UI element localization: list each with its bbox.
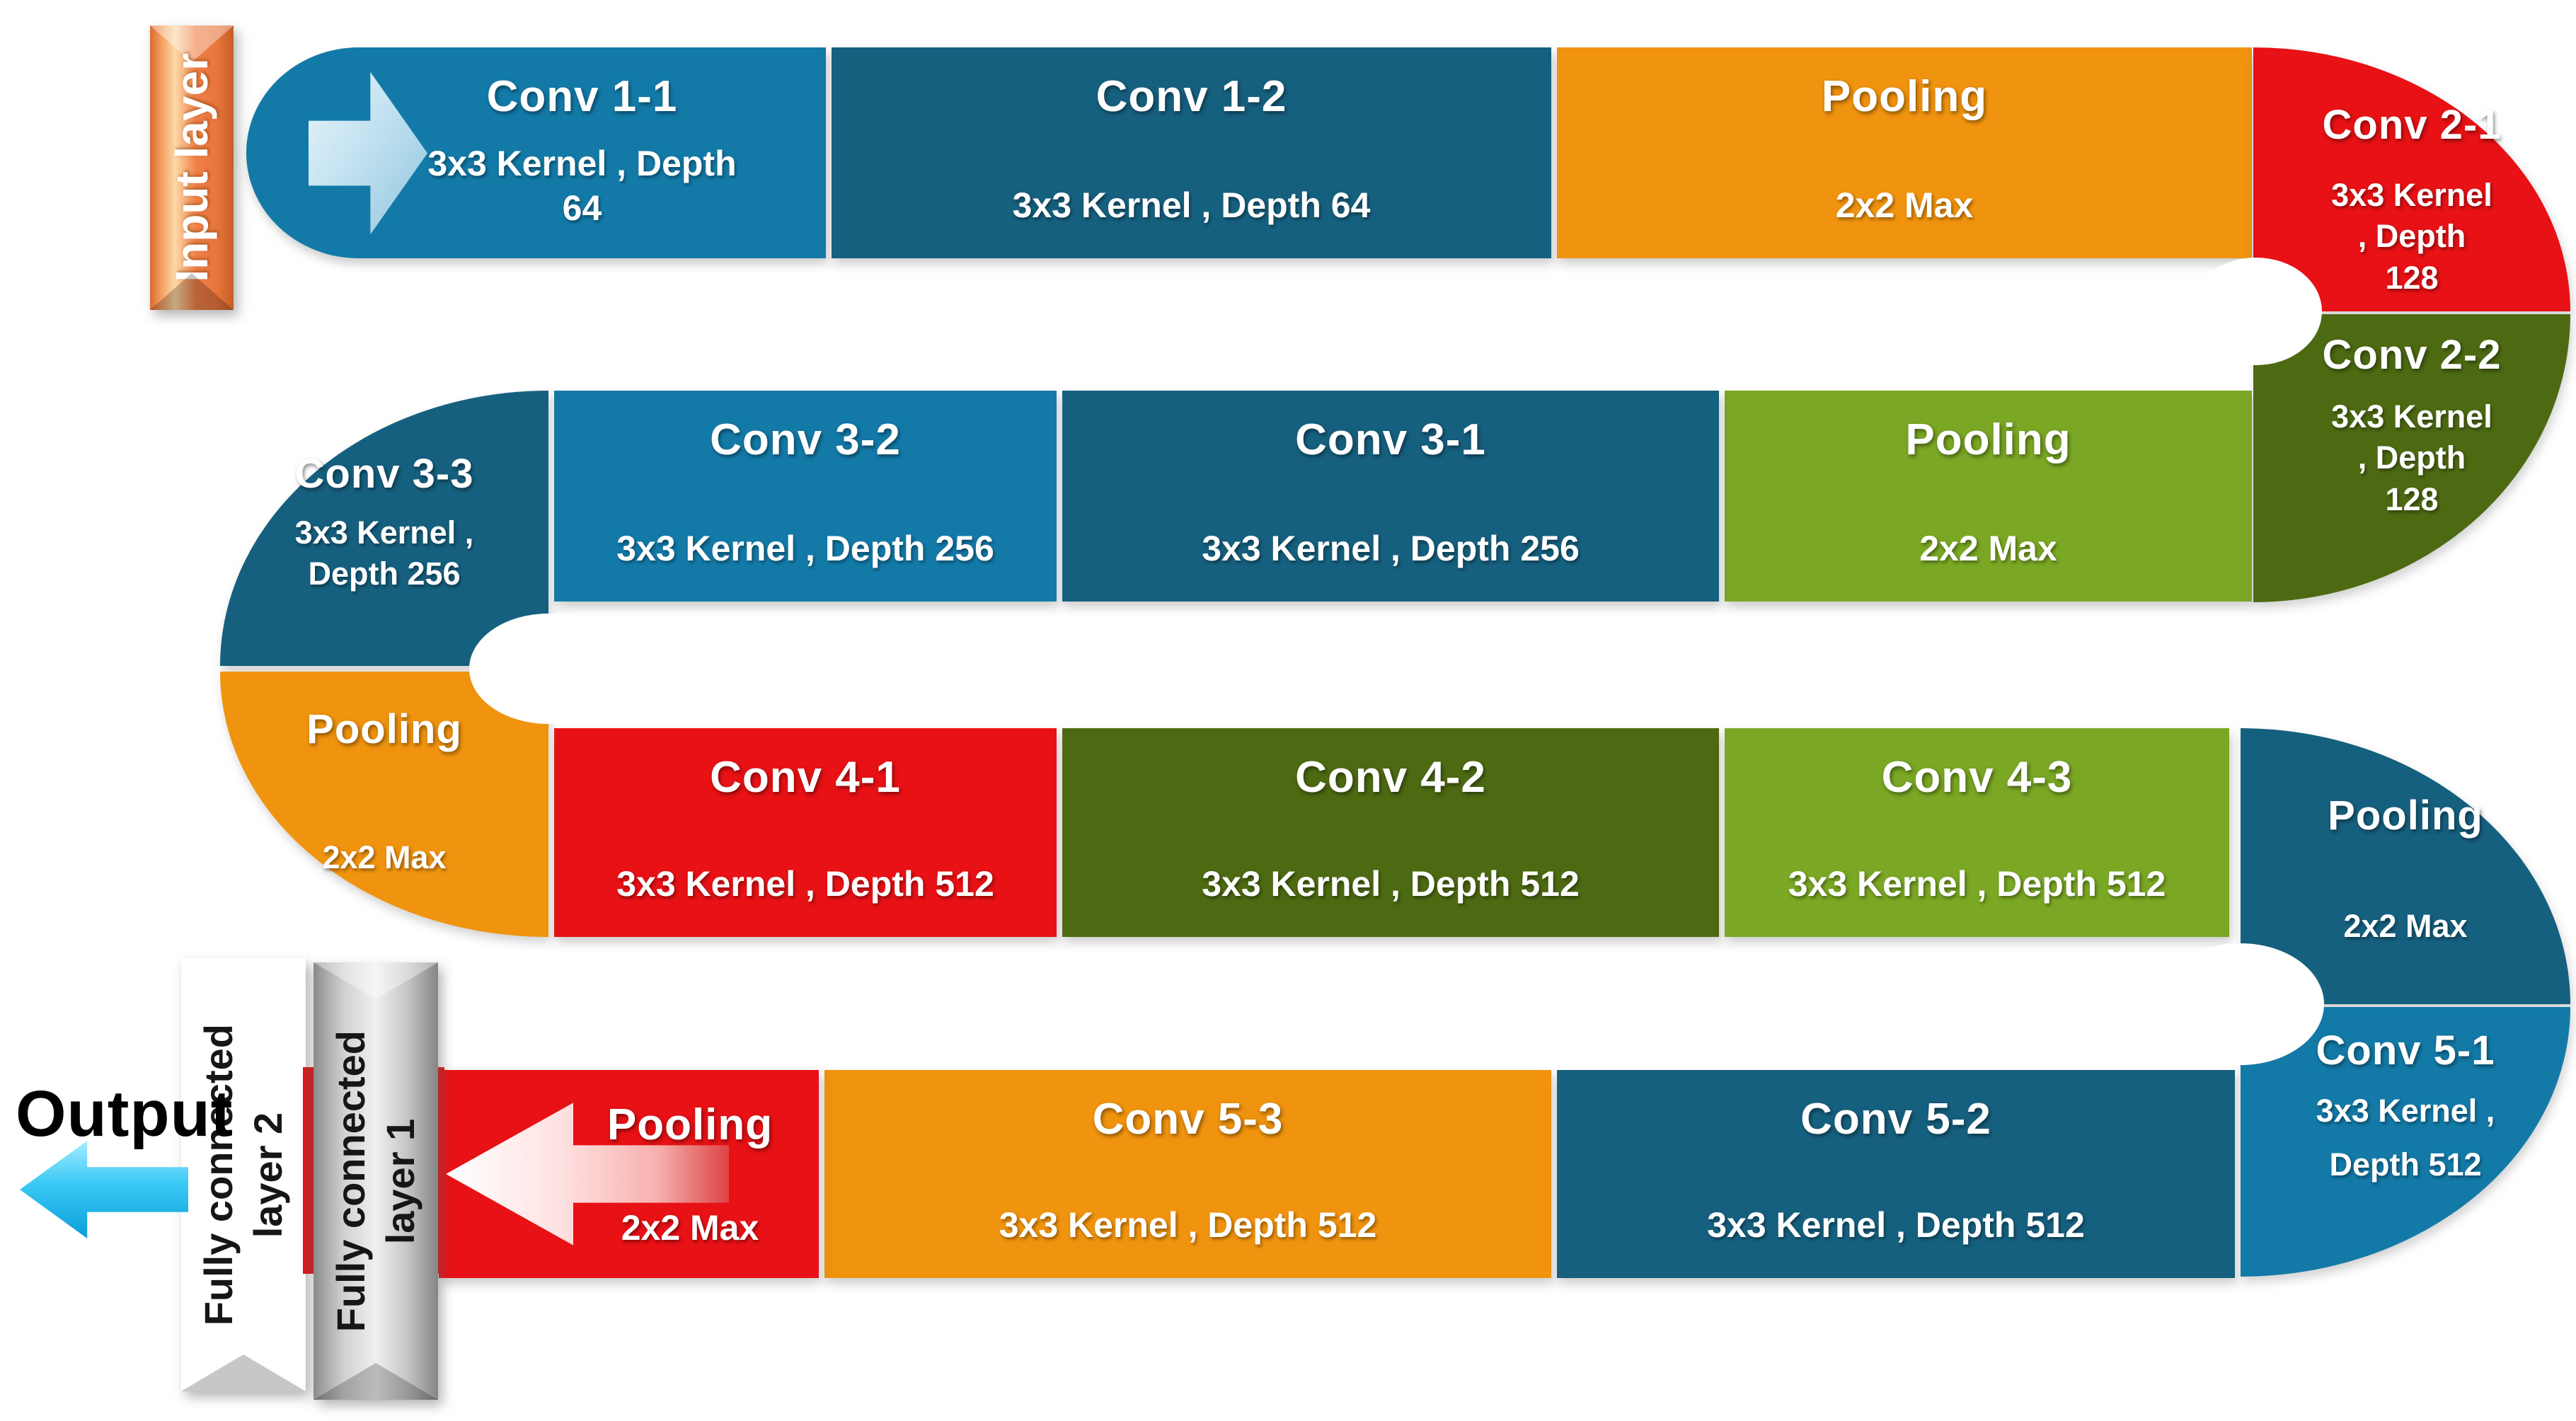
block-title: Conv 4-3 [1881,753,2073,802]
block-subtitle: 3x3 Kernel , Depth 512 [1788,863,2166,904]
block-subtitle: 3x3 Kernel , Depth 512 [999,1204,1377,1245]
block-subtitle: 3x3 Kernel , Depth 512 [616,863,994,904]
output-arrow-left-icon [20,1141,188,1238]
conv-1-2-block: Conv 1-2 3x3 Kernel , Depth 64 [832,47,1551,258]
fc1-label: Fully connected layer 1 [328,1030,422,1333]
block-title: Pooling [1821,72,1988,121]
input-layer-label: Input layer [166,53,217,282]
block-title: Pooling [2328,793,2483,839]
block-subtitle: 2x2 Max [1919,528,2057,568]
block-title: Conv 3-1 [1295,415,1486,464]
conv-1-1-content: Conv 1-1 3x3 Kernel , Depth 64 [246,47,826,258]
block-title: Conv 5-3 [1092,1095,1284,1144]
conv-4-3-block: Conv 4-3 3x3 Kernel , Depth 512 [1725,728,2229,937]
pooling-1-block: Pooling 2x2 Max [1557,47,2252,258]
block-subtitle: 3x3 Kernel , Depth 512 [1202,863,1580,904]
block-subtitle: 3x3 Kernel , Depth 256 [616,528,994,568]
block-title: Pooling [1905,415,2071,464]
block-subtitle: 2x2 Max [621,1207,759,1248]
input-layer-bar: Input layer [150,25,234,310]
u-turn-1-inner-hole [2190,258,2322,365]
conv-4-1-block: Conv 4-1 3x3 Kernel , Depth 512 [554,728,1057,937]
block-title: Conv 1-2 [1096,72,1287,121]
fc2-label: Fully connected layer 2 [196,1023,290,1326]
block-subtitle: 3x3 Kernel , Depth 512 [1707,1204,2085,1245]
pooling-2-block: Pooling 2x2 Max [1725,391,2252,602]
block-subtitle: 3x3 Kernel , Depth 512 [2316,1092,2495,1183]
conv-5-3-block: Conv 5-3 3x3 Kernel , Depth 512 [824,1070,1551,1278]
block-title: Conv 3-2 [710,415,901,464]
block-subtitle: 3x3 Kernel , Depth 64 [1012,185,1371,225]
block-title: Pooling [306,706,462,752]
conv-3-1-block: Conv 3-1 3x3 Kernel , Depth 256 [1062,391,1719,602]
block-title: Conv 4-1 [710,753,901,802]
block-title: Conv 4-2 [1295,753,1486,802]
conv-5-2-block: Conv 5-2 3x3 Kernel , Depth 512 [1557,1070,2235,1278]
block-title: Conv 5-2 [1800,1095,1991,1144]
output-label: Output [16,1078,234,1150]
block-subtitle: 3x3 Kernel , Depth 128 [2331,176,2492,296]
block-subtitle: 3x3 Kernel , Depth 256 [1202,528,1580,568]
u-turn-left-inner-hole [469,614,628,724]
block-subtitle: 3x3 Kernel , Depth 256 [294,514,474,592]
block-subtitle: 2x2 Max [1835,185,1974,225]
block-title: Conv 1-1 [486,72,678,121]
block-subtitle: 2x2 Max [2343,907,2468,944]
block-title: Pooling [606,1100,774,1149]
conv-2-2-block: Conv 2-2 3x3 Kernel , Depth 128 [2253,314,2570,602]
pooling-5-content: Pooling 2x2 Max [563,1070,817,1278]
conv-1-1-block: Conv 1-1 3x3 Kernel , Depth 64 [246,47,826,258]
block-subtitle: 3x3 Kernel , Depth 64 [427,144,737,228]
block-title: Conv 2-2 [2322,332,2502,378]
block-subtitle: 2x2 Max [322,839,447,875]
block-title: Conv 2-1 [2322,102,2502,148]
fully-connected-layer-2-bar: Fully connected layer 2 [181,958,306,1391]
pooling-5-block: Pooling 2x2 Max [439,1070,819,1278]
u-turn-2-inner-hole [2157,943,2324,1065]
conv-4-2-block: Conv 4-2 3x3 Kernel , Depth 512 [1062,728,1719,937]
conv-3-2-block: Conv 3-2 3x3 Kernel , Depth 256 [554,391,1057,602]
block-title: Conv 3-3 [294,451,474,497]
block-subtitle: 3x3 Kernel , Depth 128 [2331,398,2492,517]
fully-connected-layer-1-bar: Fully connected layer 1 [314,962,438,1400]
block-title: Conv 5-1 [2316,1028,2495,1074]
